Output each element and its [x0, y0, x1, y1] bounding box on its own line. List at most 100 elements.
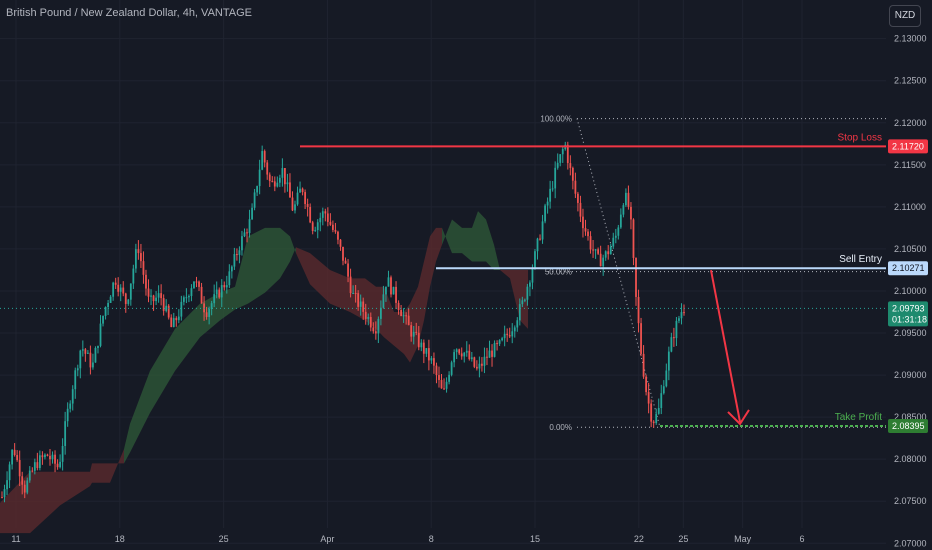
candle-bearish: [607, 251, 610, 255]
price-tick-label: 2.07000: [894, 538, 927, 548]
price-tick-label: 2.12500: [894, 76, 927, 86]
price-axis[interactable]: 2.13000 2.12500 2.12000 2.11500 2.11000 2.105…: [888, 34, 928, 549]
cloud-segment-bearish: [90, 463, 92, 487]
cloud-segment-bearish: [520, 269, 528, 329]
candle-bearish: [195, 281, 198, 283]
cloud-segment-bullish: [124, 423, 130, 464]
candle-bearish: [117, 284, 120, 292]
candle-bullish: [448, 374, 450, 382]
candle-bearish: [582, 216, 584, 229]
candle-bullish: [251, 207, 253, 220]
candle-bearish: [427, 348, 430, 361]
candle-bullish: [614, 235, 617, 238]
candle-bullish: [276, 182, 279, 187]
currency-badge[interactable]: NZD: [889, 5, 921, 27]
candle-bearish: [364, 311, 367, 319]
candle-bullish: [188, 296, 190, 298]
candle-bearish: [440, 380, 443, 389]
candle-bearish: [597, 249, 600, 254]
candle-bullish: [554, 167, 557, 189]
candle-bullish: [233, 254, 236, 267]
candle-bullish: [455, 349, 458, 353]
candle-bearish: [273, 181, 276, 187]
candle-bullish: [556, 162, 559, 168]
candle-bearish: [175, 318, 178, 321]
cloud-segment-bullish: [150, 328, 175, 413]
candle-bearish: [645, 376, 648, 393]
candle-bullish: [503, 333, 506, 339]
candle-bearish: [584, 228, 587, 232]
candle-bearish: [46, 454, 49, 456]
candle-bearish: [344, 260, 347, 264]
candle-bearish: [405, 315, 408, 317]
cloud-segment-bearish: [310, 253, 330, 304]
candle-bullish: [230, 266, 233, 272]
cloud-segment-bullish: [290, 236, 296, 262]
take-profit-label: Take Profit: [835, 412, 882, 423]
candle-bullish: [190, 288, 193, 297]
candle-bearish: [468, 350, 471, 360]
candle-bullish: [594, 249, 597, 251]
candle-bearish: [268, 174, 271, 182]
candle-bearish: [683, 312, 685, 314]
candle-bullish: [94, 347, 97, 363]
candle-bearish: [395, 286, 397, 303]
cloud-segment-bullish: [478, 211, 486, 262]
candle-bearish: [284, 168, 286, 185]
candle-bearish: [23, 484, 26, 493]
cloud-segment-bearish: [424, 236, 430, 321]
take-profit-price-tag: [888, 418, 928, 433]
candle-bullish: [561, 149, 564, 155]
candle-bearish: [145, 274, 147, 289]
candle-bearish: [223, 285, 226, 288]
candle-bullish: [670, 337, 673, 352]
candle-bearish: [271, 181, 274, 183]
candlestick-series: [1, 141, 685, 503]
candle-bullish: [38, 455, 41, 468]
candle-bearish: [642, 353, 645, 377]
candle-bullish: [208, 308, 211, 317]
candle-bullish: [182, 297, 185, 302]
candle-bullish: [483, 356, 486, 366]
candle-bullish: [64, 421, 67, 446]
cloud-segment-bearish: [394, 312, 404, 355]
candle-bullish: [69, 403, 72, 409]
candle-bearish: [422, 342, 425, 354]
candle-bullish: [511, 331, 514, 337]
candle-bearish: [349, 276, 352, 294]
candle-bullish: [609, 246, 612, 255]
candle-bearish: [354, 293, 357, 295]
candle-bullish: [51, 454, 54, 460]
candle-bullish: [44, 454, 46, 458]
candle-bearish: [160, 293, 163, 299]
candle-bullish: [8, 464, 11, 481]
candle-bearish: [443, 388, 445, 390]
time-axis[interactable]: 11 18 25 Apr 8 15 22 25 May 6: [11, 534, 804, 544]
candle-bearish: [652, 421, 655, 424]
cloud-segment-bullish: [472, 211, 478, 262]
candle-bullish: [258, 169, 261, 187]
candle-bearish: [198, 281, 200, 287]
candle-bullish: [97, 345, 99, 348]
candle-bullish: [379, 307, 382, 319]
candle-bullish: [665, 370, 668, 387]
candle-bullish: [79, 350, 82, 369]
candle-bullish: [104, 307, 107, 316]
candle-bearish: [508, 335, 511, 337]
candle-bullish: [551, 188, 554, 190]
time-tick-label: Apr: [320, 534, 334, 544]
current-price-tag-text: 2.09793: [892, 303, 925, 313]
candle-bearish: [486, 356, 488, 358]
price-tick-label: 2.09000: [894, 370, 927, 380]
candle-bullish: [102, 315, 104, 324]
candle-bullish: [382, 294, 385, 308]
candle-bullish: [678, 318, 680, 321]
candle-bearish: [89, 352, 92, 368]
candle-bullish: [518, 304, 521, 321]
candle-bullish: [127, 299, 130, 304]
candle-bullish: [92, 362, 94, 368]
candle-bearish: [481, 363, 483, 366]
price-tick-label: 2.07500: [894, 496, 927, 506]
